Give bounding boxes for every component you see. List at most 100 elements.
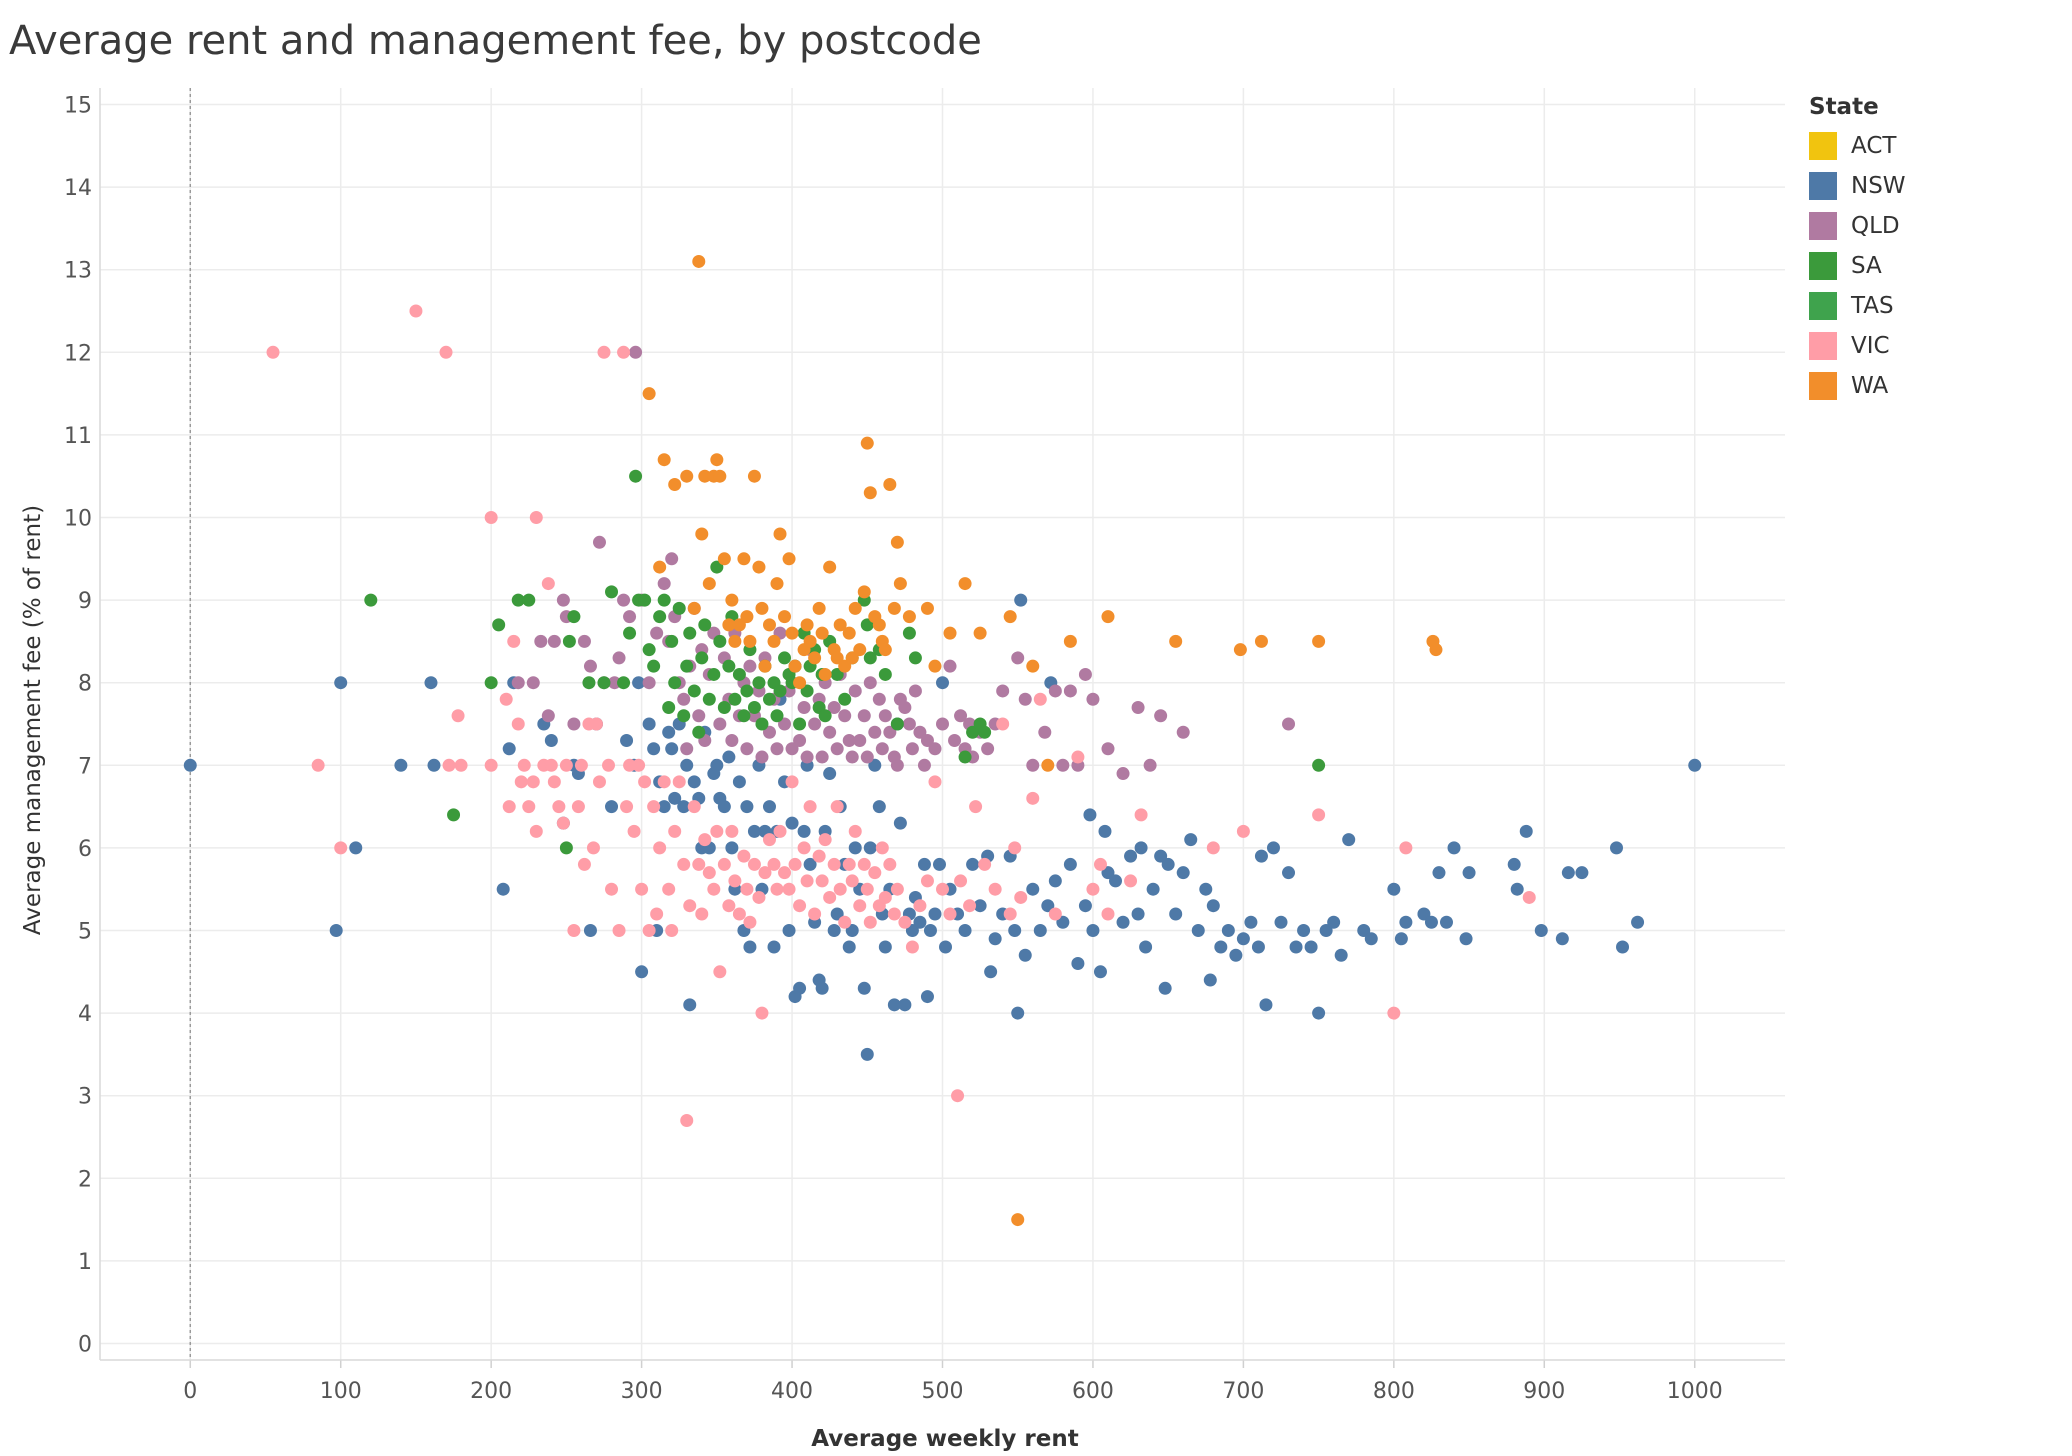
data-point: [770, 709, 784, 723]
data-point: [687, 800, 701, 814]
data-point: [499, 692, 513, 706]
data-point: [1312, 758, 1326, 772]
data-point: [451, 709, 465, 723]
data-point: [1063, 857, 1077, 871]
data-point: [665, 742, 679, 756]
legend-swatch: [1809, 372, 1837, 400]
data-point: [857, 585, 871, 599]
legend-item-tas[interactable]: TAS: [1809, 286, 2049, 326]
data-point: [863, 651, 877, 665]
data-point: [728, 634, 742, 648]
data-point: [887, 601, 901, 615]
legend-label: QLD: [1851, 213, 1900, 239]
data-point: [872, 800, 886, 814]
y-tick-label: 0: [78, 1332, 92, 1357]
data-point: [665, 634, 679, 648]
data-point: [692, 709, 706, 723]
data-point: [868, 725, 882, 739]
x-axis-label: Average weekly rent: [811, 1426, 1078, 1452]
data-point: [773, 527, 787, 541]
data-point: [692, 254, 706, 268]
data-point: [642, 717, 656, 731]
data-point: [890, 758, 904, 772]
legend-item-act[interactable]: ACT: [1809, 126, 2049, 166]
series-qld: [511, 345, 1296, 781]
data-point: [329, 923, 343, 937]
data-point: [1399, 841, 1413, 855]
data-point: [1519, 824, 1533, 838]
data-point: [725, 824, 739, 838]
data-point: [830, 667, 844, 681]
y-tick-label: 13: [64, 259, 92, 284]
data-point: [534, 634, 548, 648]
data-point: [567, 923, 581, 937]
data-point: [958, 750, 972, 764]
data-point: [857, 709, 871, 723]
data-point: [439, 345, 453, 359]
data-point: [1304, 940, 1318, 954]
data-point: [597, 345, 611, 359]
data-point: [1101, 907, 1115, 921]
data-point: [529, 511, 543, 525]
legend-label: SA: [1851, 253, 1882, 279]
data-point: [785, 742, 799, 756]
legend-item-nsw[interactable]: NSW: [1809, 166, 2049, 206]
data-point: [642, 387, 656, 401]
axes: 0 100 200 300 400 500 600 700 800 900 100001234567…: [64, 88, 1785, 1404]
data-point: [740, 610, 754, 624]
x-tick-label: 300: [621, 1379, 663, 1404]
data-point: [890, 717, 904, 731]
data-point: [1169, 907, 1183, 921]
legend: State ACT NSW QLD SA TAS VIC WA: [1809, 94, 2049, 406]
data-point: [311, 758, 325, 772]
data-point: [1158, 981, 1172, 995]
data-point: [803, 634, 817, 648]
y-tick-label: 14: [64, 176, 92, 201]
data-point: [932, 857, 946, 871]
data-point: [732, 618, 746, 632]
legend-item-qld[interactable]: QLD: [1809, 206, 2049, 246]
data-point: [1116, 915, 1130, 929]
data-point: [1131, 907, 1145, 921]
data-point: [893, 816, 907, 830]
data-point: [928, 907, 942, 921]
data-point: [1214, 940, 1228, 954]
data-point: [917, 857, 931, 871]
data-point: [612, 651, 626, 665]
legend-item-wa[interactable]: WA: [1809, 366, 2049, 406]
data-point: [808, 907, 822, 921]
data-point: [544, 758, 558, 772]
legend-item-sa[interactable]: SA: [1809, 246, 2049, 286]
data-point: [773, 824, 787, 838]
data-point: [447, 808, 461, 822]
data-point: [1078, 899, 1092, 913]
data-point: [860, 882, 874, 896]
data-point: [1688, 758, 1702, 772]
data-point: [1026, 659, 1040, 673]
legend-item-vic[interactable]: VIC: [1809, 326, 2049, 366]
data-point: [939, 940, 953, 954]
data-point: [617, 345, 631, 359]
data-point: [567, 610, 581, 624]
data-point: [653, 610, 667, 624]
data-point: [857, 857, 871, 871]
data-point: [943, 907, 957, 921]
data-point: [1282, 717, 1296, 731]
data-point: [793, 717, 807, 731]
data-point: [623, 626, 637, 640]
data-point: [800, 874, 814, 888]
data-point: [629, 345, 643, 359]
data-point: [717, 857, 731, 871]
data-point: [668, 477, 682, 491]
data-point: [1078, 667, 1092, 681]
data-point: [981, 742, 995, 756]
data-point: [1014, 890, 1028, 904]
data-point: [1003, 610, 1017, 624]
y-tick-label: 2: [78, 1167, 92, 1192]
data-point: [642, 676, 656, 690]
data-point: [737, 849, 751, 863]
data-point: [812, 849, 826, 863]
data-point: [620, 800, 634, 814]
data-point: [677, 692, 691, 706]
data-point: [577, 634, 591, 648]
